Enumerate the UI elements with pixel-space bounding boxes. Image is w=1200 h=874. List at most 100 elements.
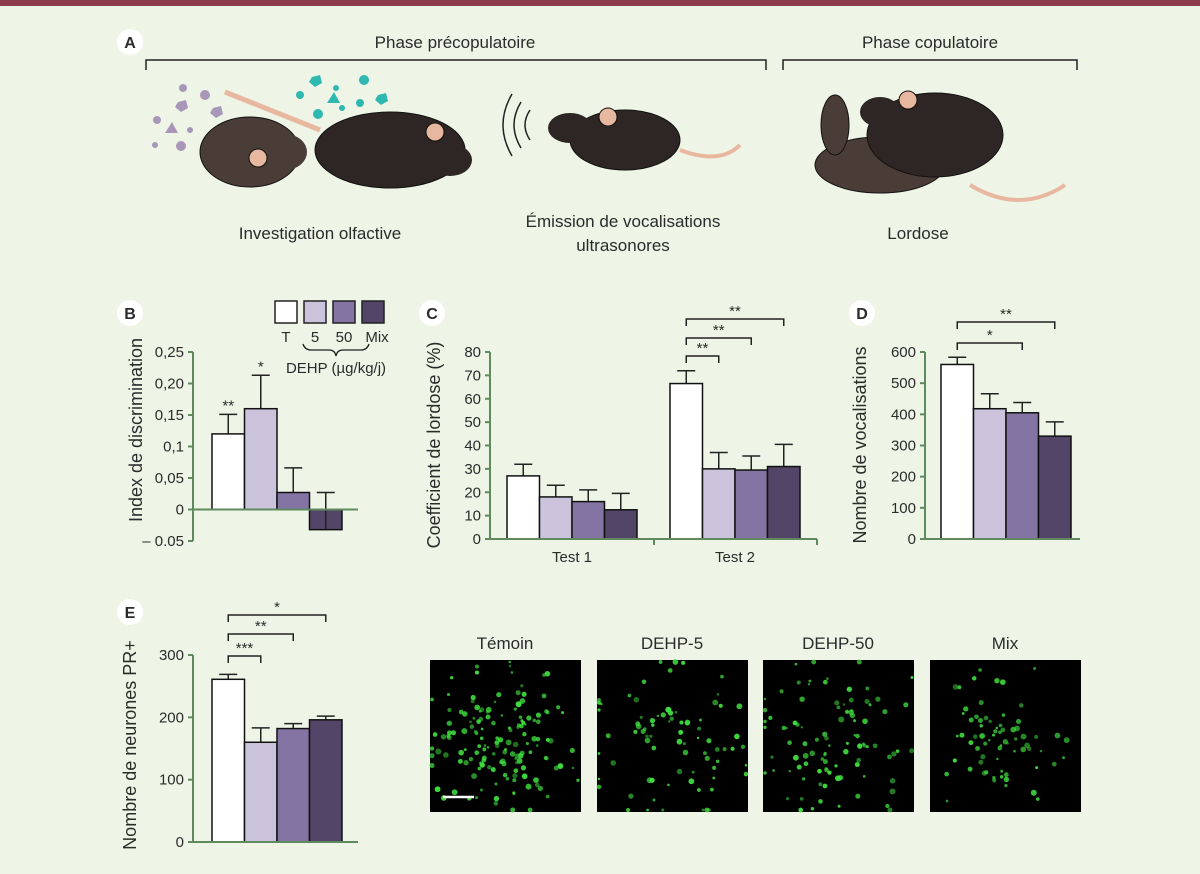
y-axis-label: Nombre de vocalisations xyxy=(850,346,870,543)
pr-neuron-dot xyxy=(992,776,996,780)
pr-neuron-dot xyxy=(461,728,468,735)
pr-neuron-dot xyxy=(676,768,683,775)
pr-neuron-dot xyxy=(669,716,674,721)
pr-neuron-dot xyxy=(875,696,881,702)
pr-neuron-dot xyxy=(785,797,790,801)
y-tick-label: 0 xyxy=(176,834,184,851)
pr-neuron-dot xyxy=(834,700,840,706)
pr-neuron-dot xyxy=(992,778,997,783)
pr-neuron-dot xyxy=(535,736,541,742)
phase-copulatoire-bracket xyxy=(782,59,1078,70)
pr-neuron-dot xyxy=(691,770,695,774)
pr-neuron-dot xyxy=(435,748,442,755)
pr-neuron-dot xyxy=(544,709,549,714)
pr-neuron-dot xyxy=(463,748,467,752)
pr-neuron-dot xyxy=(627,693,632,698)
bar-t xyxy=(506,475,541,540)
pr-neuron-dot xyxy=(792,754,799,761)
pr-neuron-dot xyxy=(826,677,829,680)
x-group-label: Test 1 xyxy=(552,549,592,566)
pr-neuron-dot xyxy=(992,733,996,737)
legend-label-50: 50 xyxy=(336,329,353,346)
pr-neuron-dot xyxy=(520,684,524,688)
pr-neuron-dot xyxy=(704,755,710,761)
pr-neuron-dot xyxy=(646,777,653,784)
pr-neuron-dot xyxy=(597,752,601,755)
pr-neuron-dot xyxy=(794,662,798,666)
pr-neuron-dot xyxy=(848,697,854,703)
bar-t xyxy=(940,363,975,540)
pr-neuron-dot xyxy=(688,778,695,785)
significance-bracket xyxy=(685,318,785,326)
pr-neuron-dot xyxy=(479,707,485,713)
pr-neuron-dot xyxy=(610,760,616,766)
pr-neuron-dot xyxy=(432,732,438,737)
micrograph-label: Témoin xyxy=(477,634,534,653)
pr-neuron-dot xyxy=(716,693,720,696)
pr-neuron-dot xyxy=(516,758,523,764)
y-tick-label: 0,1 xyxy=(163,439,184,456)
pr-neuron-dot xyxy=(678,729,684,735)
bar-dehp-5 xyxy=(701,468,736,540)
pr-neuron-dot xyxy=(512,778,517,783)
pr-neuron-dot xyxy=(718,703,723,708)
legend-swatch-5 xyxy=(303,300,327,324)
pr-neuron-dot xyxy=(799,796,804,801)
legend-label-5: 5 xyxy=(311,329,319,346)
pr-neuron-dot xyxy=(887,807,893,813)
pr-neuron-dot xyxy=(977,717,983,723)
pr-neuron-dot xyxy=(676,738,683,745)
pr-neuron-dot xyxy=(707,808,711,812)
pr-neuron-dot xyxy=(633,696,640,703)
pr-neuron-dot xyxy=(998,723,1003,728)
significance-stars: * xyxy=(274,599,280,616)
y-tick-label: 0,05 xyxy=(155,470,184,487)
pr-neuron-dot xyxy=(696,788,701,792)
pr-neuron-dot xyxy=(491,720,496,726)
pr-neuron-dot xyxy=(838,716,845,723)
pr-neuron-dot xyxy=(474,750,480,756)
pr-neuron-dot xyxy=(910,676,914,679)
pr-neuron-dot xyxy=(457,758,463,764)
pr-neuron-dot xyxy=(768,715,773,720)
pr-neuron-dot xyxy=(469,724,475,729)
pr-neuron-dot xyxy=(945,799,949,803)
pr-neuron-dot xyxy=(872,743,878,749)
pr-neuron-dot xyxy=(802,741,808,747)
pr-neuron-dot xyxy=(712,776,716,780)
pr-neuron-dot xyxy=(1063,737,1070,744)
pr-neuron-dot xyxy=(468,757,474,762)
pr-neuron-dot xyxy=(809,750,816,757)
pr-neuron-dot xyxy=(856,757,862,763)
pr-neuron-dot xyxy=(556,705,561,710)
pr-neuron-dot xyxy=(828,744,831,747)
pr-neuron-dot xyxy=(450,730,457,736)
pr-neuron-dot xyxy=(505,739,512,746)
pr-neuron-dot xyxy=(470,699,475,704)
significance-bracket xyxy=(956,321,1056,329)
pr-neuron-dot xyxy=(979,733,986,739)
pr-neuron-dot xyxy=(779,689,784,694)
micrograph-dehp-50 xyxy=(763,660,914,812)
pr-neuron-dot xyxy=(649,718,656,724)
pr-neuron-dot xyxy=(999,775,1004,779)
pr-neuron-dot xyxy=(993,729,998,734)
caption-olfactive: Investigation olfactive xyxy=(239,224,402,243)
pr-neuron-dot xyxy=(981,770,987,776)
pr-neuron-dot xyxy=(855,793,861,799)
pr-neuron-dot xyxy=(763,697,767,701)
y-tick-label: 20 xyxy=(464,484,481,501)
pr-neuron-dot xyxy=(743,771,749,777)
y-tick-label: 400 xyxy=(891,406,916,423)
pr-neuron-dot xyxy=(772,769,775,772)
pr-neuron-dot xyxy=(569,747,575,753)
pr-neuron-dot xyxy=(429,746,435,751)
pr-neuron-dot xyxy=(492,752,496,756)
pr-neuron-dot xyxy=(668,720,671,723)
micrograph-dehp-5 xyxy=(597,660,748,812)
pr-neuron-dot xyxy=(770,755,774,759)
significance-stars: * xyxy=(987,327,993,344)
pr-neuron-dot xyxy=(645,734,649,738)
pr-neuron-dot xyxy=(997,745,1003,751)
pr-neuron-dot xyxy=(447,707,452,713)
